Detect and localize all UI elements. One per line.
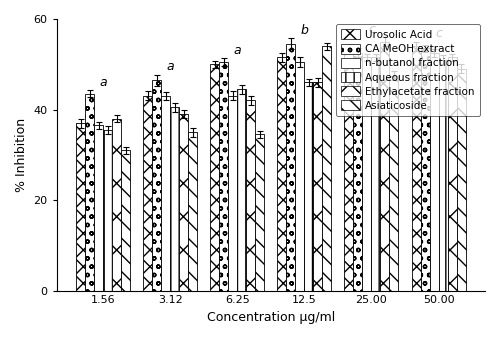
Bar — [210, 64, 220, 291]
Bar — [362, 58, 372, 291]
Bar — [144, 96, 152, 291]
X-axis label: Concentration μg/ml: Concentration μg/ml — [206, 311, 335, 324]
Bar — [238, 89, 246, 291]
Legend: Urosolic Acid, CA MeOH extract, n-butanol fraction, Aqueous fraction, Ethylaceta: Urosolic Acid, CA MeOH extract, n-butano… — [336, 24, 480, 116]
Bar — [278, 58, 286, 291]
Bar — [412, 46, 420, 291]
Bar — [344, 48, 354, 291]
Text: a: a — [100, 76, 107, 89]
Bar — [103, 130, 112, 291]
Bar — [380, 42, 390, 291]
Bar — [220, 62, 228, 291]
Bar — [188, 132, 197, 291]
Bar — [121, 150, 130, 291]
Bar — [354, 53, 362, 291]
Bar — [161, 96, 170, 291]
Bar — [85, 94, 94, 291]
Bar — [456, 69, 466, 291]
Text: a: a — [234, 44, 241, 57]
Y-axis label: % Inhibition: % Inhibition — [15, 118, 28, 192]
Bar — [390, 76, 398, 291]
Bar — [256, 135, 264, 291]
Bar — [94, 125, 103, 291]
Bar — [179, 114, 188, 291]
Bar — [430, 53, 438, 291]
Bar — [322, 46, 332, 291]
Bar — [438, 60, 448, 291]
Bar — [448, 58, 456, 291]
Bar — [314, 82, 322, 291]
Bar — [286, 44, 296, 291]
Bar — [152, 80, 161, 291]
Text: c: c — [368, 23, 375, 36]
Text: a: a — [166, 60, 174, 73]
Text: b: b — [300, 24, 308, 37]
Bar — [228, 96, 237, 291]
Bar — [304, 82, 314, 291]
Bar — [420, 48, 430, 291]
Bar — [246, 100, 256, 291]
Bar — [372, 58, 380, 291]
Bar — [170, 107, 179, 291]
Bar — [112, 119, 121, 291]
Text: c: c — [435, 27, 442, 40]
Bar — [296, 62, 304, 291]
Bar — [76, 123, 85, 291]
